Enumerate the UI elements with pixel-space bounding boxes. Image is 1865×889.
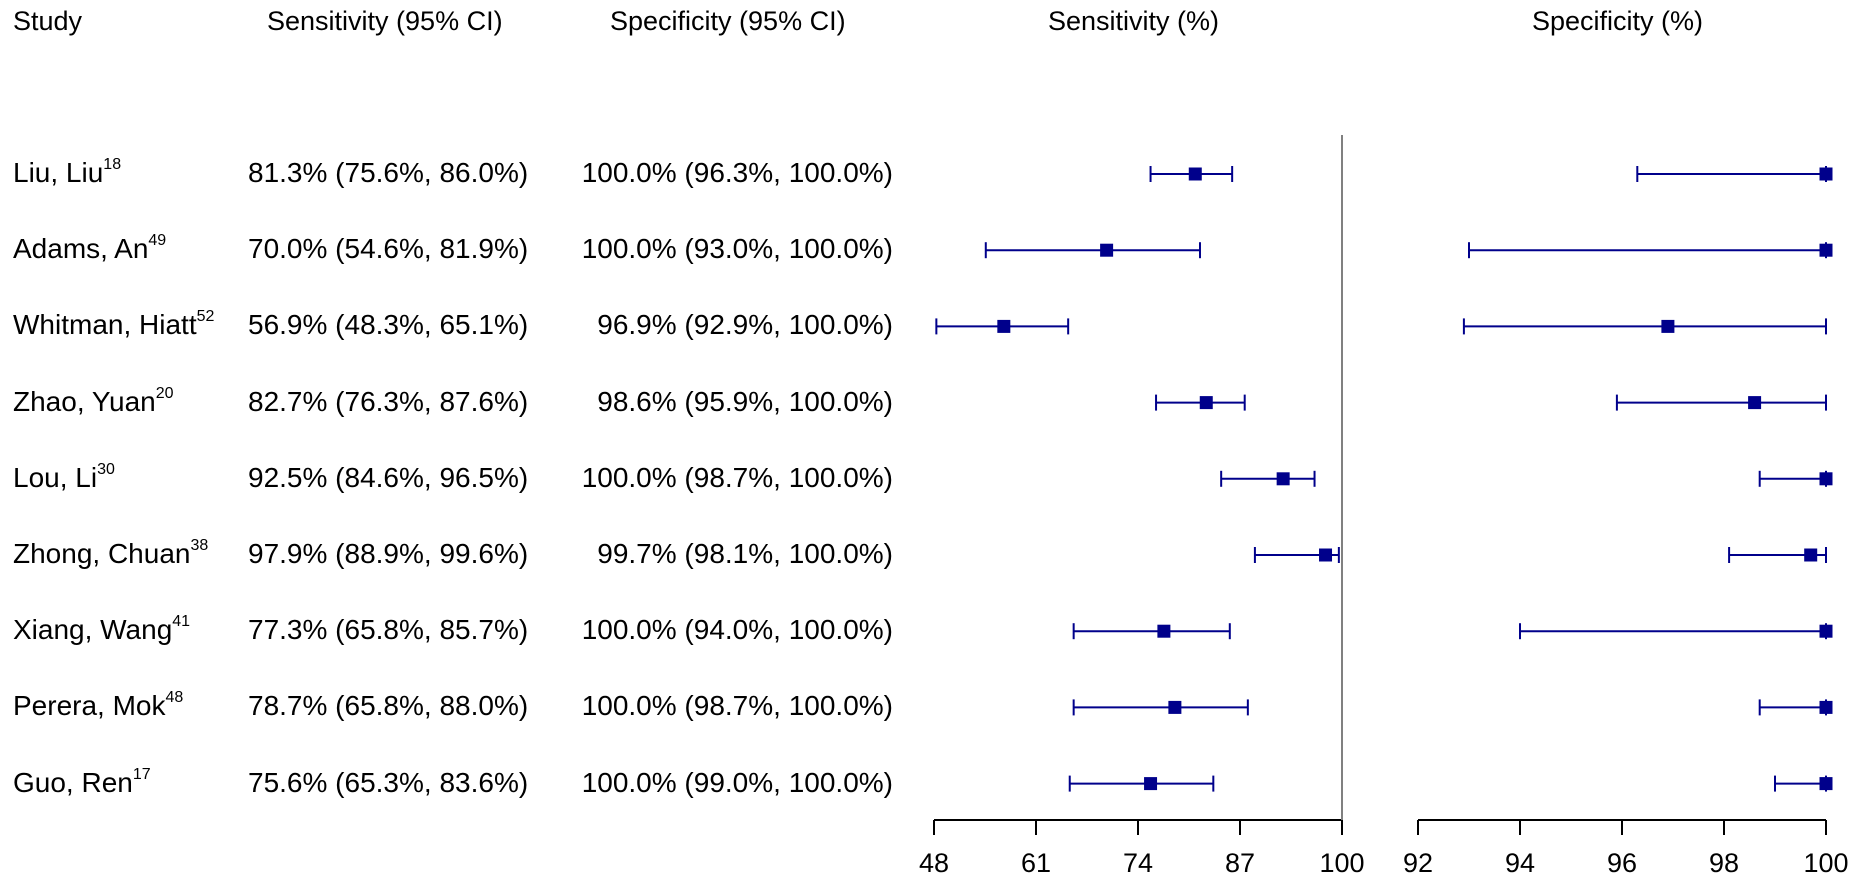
specificity-tick-label: 100: [1803, 848, 1848, 878]
sensitivity-point-estimate: [1168, 700, 1182, 714]
study-name-text: Adams, An: [13, 233, 149, 265]
sensitivity-tick-label: 48: [919, 848, 949, 878]
study-name: Whitman, Hiatt52: [13, 308, 215, 341]
sensitivity-ci: 78.7% (65.8%, 88.0%): [248, 690, 529, 722]
specificity-ci: 100.0% (99.0%, 100.0%): [581, 766, 893, 798]
sensitivity-point-estimate: [1276, 472, 1290, 486]
specificity-ci: 96.9% (92.9%, 100.0%): [597, 309, 893, 341]
study-name: Guo, Ren17: [13, 765, 151, 798]
specificity-point-estimate: [1819, 167, 1833, 181]
sensitivity-point-estimate: [1319, 548, 1333, 562]
specificity-point-estimate: [1819, 243, 1833, 257]
header-study: Study: [13, 6, 83, 36]
specificity-point-estimate: [1819, 777, 1833, 791]
sensitivity-ci: 77.3% (65.8%, 85.7%): [248, 614, 529, 646]
sensitivity-ci: 56.9% (48.3%, 65.1%): [248, 309, 529, 341]
study-reference: 49: [148, 232, 167, 250]
study-name-text: Xiang, Wang: [13, 614, 173, 646]
specificity-point-estimate: [1819, 472, 1833, 486]
sensitivity-ci: 70.0% (54.6%, 81.9%): [248, 233, 529, 265]
study-reference: 20: [155, 384, 174, 402]
specificity-point-estimate: [1819, 624, 1833, 638]
specificity-ci: 98.6% (95.9%, 100.0%): [597, 385, 893, 417]
study-reference: 18: [103, 156, 122, 173]
sensitivity-point-estimate: [1157, 624, 1171, 638]
sensitivity-ci: 82.7% (76.3%, 87.6%): [248, 385, 529, 417]
header-specificity-ci: Specificity (95% CI): [610, 6, 846, 36]
study-name-text: Perera, Mok: [13, 690, 166, 722]
specificity-point-estimate: [1661, 319, 1675, 333]
header-specificity-plot: Specificity (%): [1532, 6, 1704, 36]
study-reference: 52: [196, 308, 215, 326]
sensitivity-point-estimate: [1100, 243, 1114, 257]
specificity-point-estimate: [1748, 396, 1762, 410]
specificity-ci: 100.0% (96.3%, 100.0%): [581, 157, 893, 188]
study-reference: 30: [97, 460, 115, 478]
header-sensitivity-plot: Sensitivity (%): [1048, 6, 1220, 36]
specificity-ci: 99.7% (98.1%, 100.0%): [597, 538, 893, 569]
study-name: Zhao, Yuan20: [13, 384, 174, 417]
sensitivity-ci: 92.5% (84.6%, 96.5%): [248, 461, 529, 493]
specificity-tick-label: 92: [1403, 848, 1433, 878]
sensitivity-point-estimate: [1188, 167, 1202, 181]
specificity-tick-label: 98: [1709, 848, 1739, 878]
sensitivity-tick-label: 61: [1021, 848, 1051, 878]
study-name: Adams, An49: [13, 232, 167, 265]
study-name: Zhong, Chuan38: [13, 537, 209, 569]
sensitivity-tick-label: 87: [1225, 848, 1255, 878]
study-name-text: Zhong, Chuan: [13, 538, 191, 569]
sensitivity-point-estimate: [997, 319, 1011, 333]
study-reference: 17: [132, 765, 151, 783]
sensitivity-point-estimate: [1144, 777, 1158, 791]
study-name: Liu, Liu18: [13, 156, 122, 188]
sensitivity-ci: 97.9% (88.9%, 99.6%): [248, 538, 529, 569]
specificity-ci: 100.0% (98.7%, 100.0%): [581, 690, 893, 722]
specificity-ci: 100.0% (94.0%, 100.0%): [581, 614, 893, 646]
study-name: Lou, Li30: [13, 460, 115, 493]
study-name: Perera, Mok48: [13, 689, 184, 722]
study-name: Xiang, Wang41: [13, 613, 191, 646]
specificity-tick-label: 96: [1607, 848, 1637, 878]
specificity-tick-label: 94: [1505, 848, 1535, 878]
sensitivity-point-estimate: [1199, 396, 1213, 410]
study-name-text: Whitman, Hiatt: [13, 309, 197, 341]
header-sensitivity-ci: Sensitivity (95% CI): [267, 6, 503, 36]
specificity-ci: 100.0% (93.0%, 100.0%): [581, 233, 893, 265]
sensitivity-ci: 81.3% (75.6%, 86.0%): [248, 157, 529, 188]
sensitivity-ci: 75.6% (65.3%, 83.6%): [248, 766, 529, 798]
study-name-text: Guo, Ren: [13, 766, 133, 798]
specificity-point-estimate: [1819, 700, 1833, 714]
specificity-point-estimate: [1804, 548, 1818, 562]
study-name-text: Zhao, Yuan: [13, 385, 156, 417]
sensitivity-tick-label: 74: [1123, 848, 1153, 878]
study-name-text: Liu, Liu: [13, 157, 104, 188]
study-reference: 41: [172, 613, 191, 631]
study-reference: 38: [190, 537, 209, 554]
specificity-ci: 100.0% (98.7%, 100.0%): [581, 461, 893, 493]
study-name-text: Lou, Li: [13, 461, 98, 493]
study-reference: 48: [165, 689, 184, 707]
sensitivity-tick-label: 100: [1319, 848, 1364, 878]
